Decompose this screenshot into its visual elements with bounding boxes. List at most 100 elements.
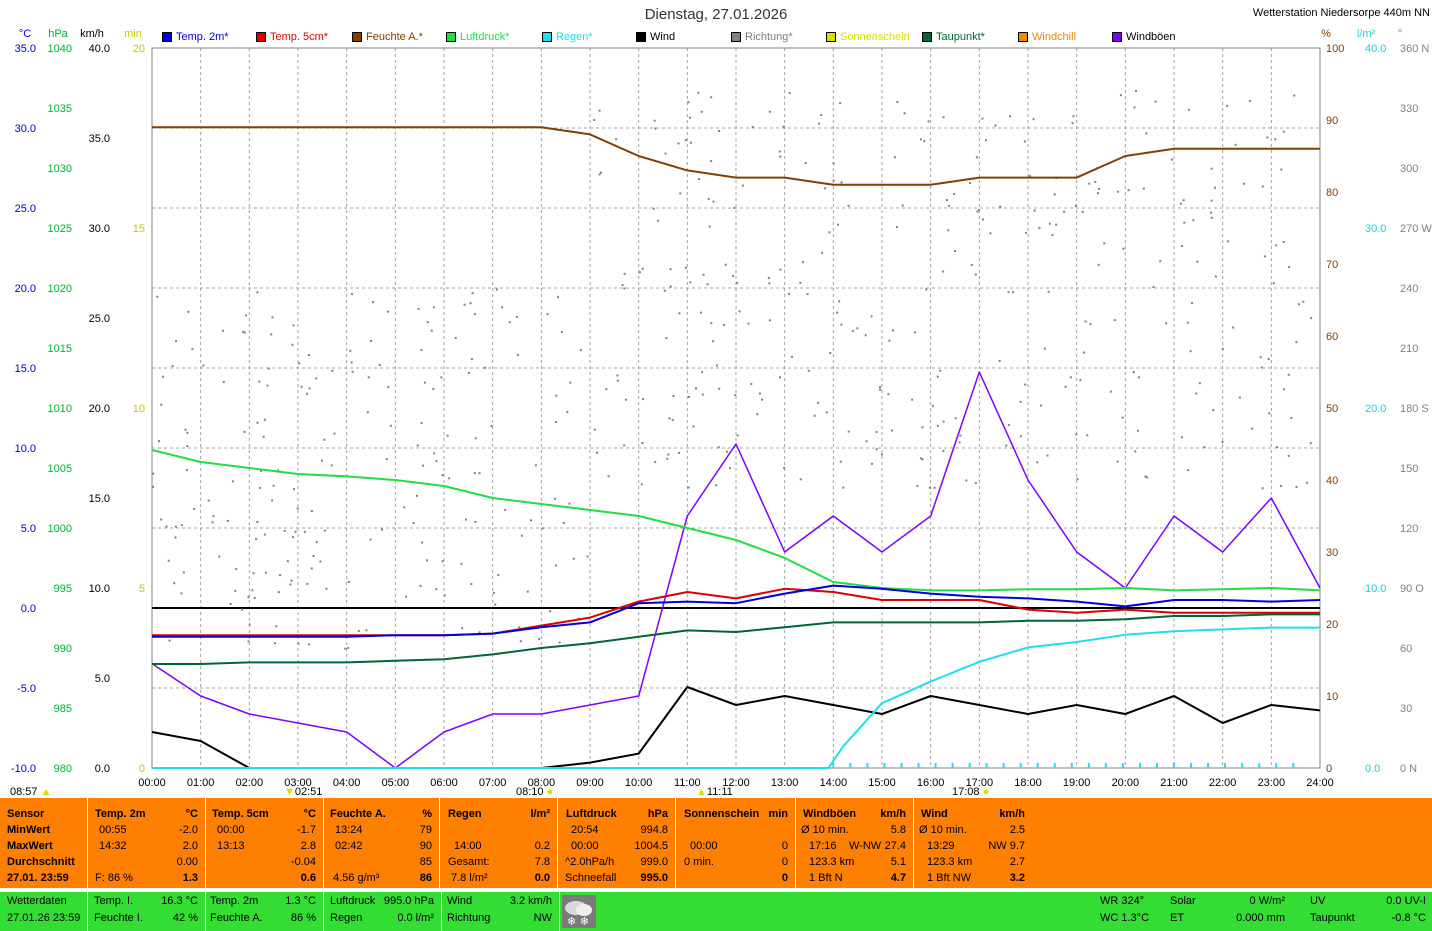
direction-point bbox=[1103, 242, 1106, 245]
direction-point bbox=[599, 171, 602, 174]
direction-point bbox=[258, 380, 261, 383]
direction-point bbox=[185, 469, 188, 472]
legend-label: Feuchte A.* bbox=[366, 31, 423, 43]
status-regen-label: Regen bbox=[330, 912, 363, 924]
direction-point bbox=[416, 444, 419, 447]
direction-point bbox=[572, 557, 575, 560]
direction-point bbox=[298, 362, 301, 365]
rain-tick bbox=[951, 763, 954, 768]
status-uv-taupunkt: UV 0.0 UV-I Taupunkt -0.8 °C bbox=[1304, 892, 1430, 931]
direction-point bbox=[1261, 185, 1264, 188]
direction-point bbox=[262, 435, 265, 438]
direction-point bbox=[913, 331, 916, 334]
rain-tick bbox=[832, 763, 835, 768]
direction-point bbox=[1136, 429, 1139, 432]
direction-point bbox=[1036, 461, 1039, 464]
regen-total-label: Gesamt: bbox=[448, 856, 490, 868]
direction-point bbox=[165, 525, 168, 528]
sonne-total: 0 bbox=[781, 856, 788, 868]
direction-point bbox=[323, 529, 326, 532]
direction-point bbox=[174, 536, 177, 539]
direction-point bbox=[417, 307, 420, 310]
direction-point bbox=[870, 462, 873, 465]
direction-point bbox=[738, 310, 741, 313]
direction-point bbox=[562, 521, 565, 524]
direction-point bbox=[560, 331, 563, 334]
tick-label-hpa: 1015 bbox=[48, 343, 72, 355]
direction-point bbox=[1137, 376, 1140, 379]
tick-label-pct: 90 bbox=[1326, 115, 1338, 127]
direction-point bbox=[1180, 244, 1183, 247]
direction-point bbox=[722, 324, 725, 327]
tick-label-kmh: 10.0 bbox=[89, 583, 110, 595]
legend-swatch bbox=[256, 32, 266, 42]
tick-label-hpa: 1025 bbox=[48, 223, 72, 235]
direction-point bbox=[1276, 446, 1279, 449]
direction-point bbox=[787, 292, 790, 295]
direction-point bbox=[965, 479, 968, 482]
direction-point bbox=[386, 310, 389, 313]
direction-point bbox=[378, 364, 381, 367]
legend-label: Luftdruck* bbox=[460, 31, 510, 43]
direction-point bbox=[663, 289, 666, 292]
direction-point bbox=[1182, 199, 1185, 202]
direction-point bbox=[641, 398, 644, 401]
direction-point bbox=[430, 329, 433, 332]
snow-cloud-icon: ❄ ❄ bbox=[562, 895, 596, 928]
direction-point bbox=[272, 484, 275, 487]
direction-point bbox=[936, 424, 939, 427]
direction-point bbox=[366, 411, 369, 414]
direction-point bbox=[229, 603, 232, 606]
direction-point bbox=[895, 226, 898, 229]
direction-point bbox=[277, 591, 280, 594]
direction-point bbox=[880, 453, 883, 456]
direction-point bbox=[1047, 290, 1050, 293]
tick-label-kmh: 15.0 bbox=[89, 493, 110, 505]
status-regen: 0.0 l/m² bbox=[397, 912, 434, 924]
direction-point bbox=[300, 385, 303, 388]
direction-point bbox=[778, 150, 781, 153]
direction-point bbox=[1119, 94, 1122, 97]
direction-point bbox=[684, 139, 687, 142]
series-temp-5cm bbox=[152, 587, 1320, 637]
direction-point bbox=[243, 331, 246, 334]
summary-temp5cm-column: Temp. 5cm °C 00:00 -1.7 13:13 2.8 -0.04 0.6 bbox=[206, 798, 324, 888]
direction-point bbox=[678, 312, 681, 315]
direction-point bbox=[605, 388, 608, 391]
direction-point bbox=[936, 375, 939, 378]
status-et: 0.000 mm bbox=[1236, 912, 1285, 924]
tick-label-min: 10 bbox=[133, 403, 145, 415]
status-temp-i-label: Temp. I. bbox=[94, 895, 134, 907]
direction-point bbox=[555, 394, 558, 397]
direction-point bbox=[235, 568, 238, 571]
direction-point bbox=[440, 376, 443, 379]
direction-point bbox=[303, 530, 306, 533]
direction-point bbox=[243, 430, 246, 433]
direction-point bbox=[320, 459, 323, 462]
direction-point bbox=[1097, 263, 1100, 266]
tick-label-deg: 90 O bbox=[1400, 583, 1424, 595]
direction-point bbox=[420, 541, 423, 544]
direction-point bbox=[911, 398, 914, 401]
status-luftdruck: 995.0 hPa bbox=[383, 895, 434, 907]
status-wind: 3.2 km/h bbox=[509, 895, 552, 907]
tick-label-x: 11:00 bbox=[674, 777, 701, 789]
direction-point bbox=[494, 603, 497, 606]
legend-label: Regen* bbox=[556, 31, 593, 43]
tick-label-hpa: 1010 bbox=[48, 403, 72, 415]
tick-label-hpa: 1000 bbox=[48, 523, 72, 535]
direction-point bbox=[471, 292, 474, 295]
direction-point bbox=[1121, 416, 1124, 419]
axis-unit-celsius: °C bbox=[19, 28, 31, 40]
direction-point bbox=[1019, 400, 1022, 403]
direction-point bbox=[1043, 347, 1046, 350]
direction-point bbox=[555, 421, 558, 424]
direction-point bbox=[325, 587, 328, 590]
direction-point bbox=[263, 418, 266, 421]
direction-point bbox=[1132, 371, 1135, 374]
direction-point bbox=[315, 377, 318, 380]
direction-point bbox=[1152, 285, 1155, 288]
direction-point bbox=[1305, 481, 1308, 484]
direction-point bbox=[1287, 454, 1290, 457]
direction-point bbox=[1221, 441, 1224, 444]
